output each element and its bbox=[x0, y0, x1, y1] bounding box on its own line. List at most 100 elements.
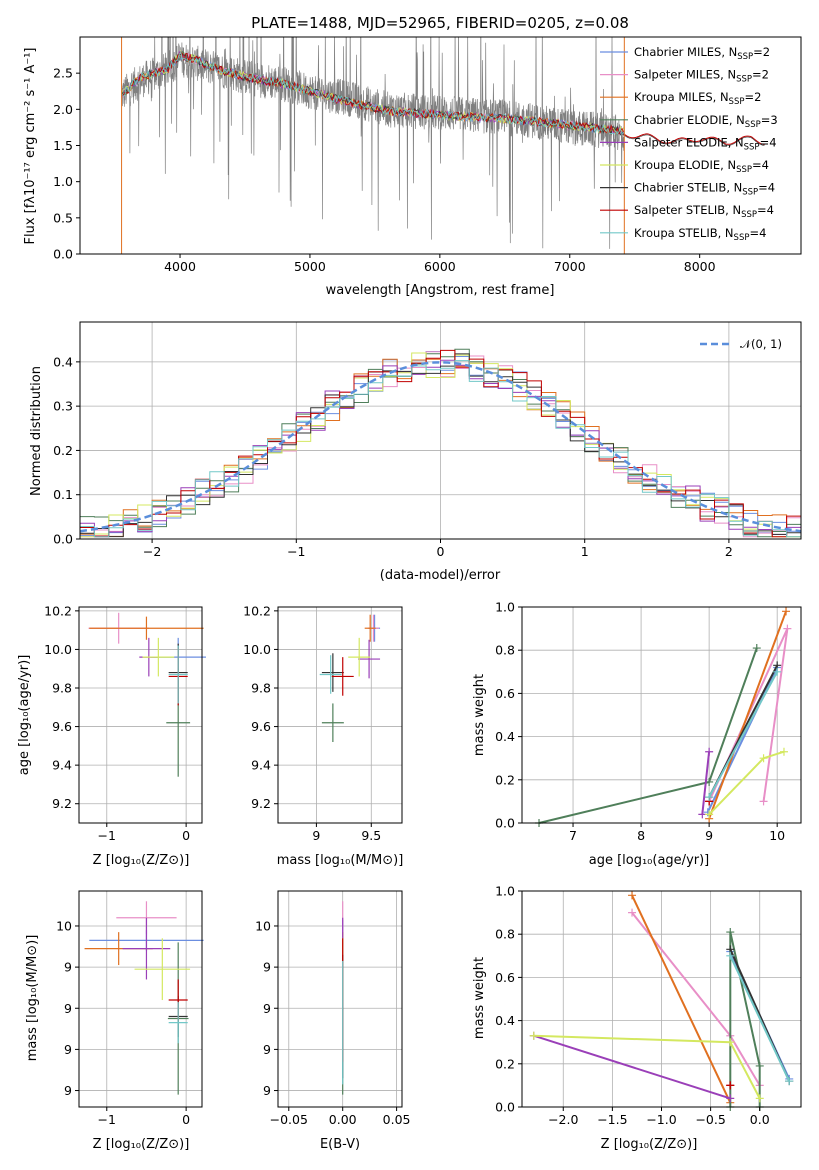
y-tick-label: 0.8 bbox=[495, 927, 515, 942]
y-tick-label: 0.4 bbox=[495, 729, 515, 744]
age-Z-xlabel: Z [log₁₀(Z/Z⊙)] bbox=[93, 853, 190, 868]
legend-label: Salpeter ELODIE, NSSP=4 bbox=[634, 135, 777, 152]
y-tick-label: 0.6 bbox=[495, 686, 515, 701]
x-tick-label: 0 bbox=[437, 544, 445, 559]
normal-legend-label: 𝒩(0, 1) bbox=[740, 337, 782, 351]
y-tick-label: 1.0 bbox=[53, 174, 73, 189]
age-vs-mass-panel: 9 9.5 9.2 9.4 9.6 9.8 10.0 10.2 mass [log₁₀(M/M… bbox=[243, 603, 403, 868]
weight-point-marker bbox=[759, 754, 768, 763]
y-tick-label: 9.2 bbox=[52, 796, 72, 811]
age-mass-xlabel: mass [log₁₀(M/M⊙)] bbox=[277, 853, 404, 868]
y-tick-label: 9.4 bbox=[52, 758, 72, 773]
x-tick-label: 8000 bbox=[684, 259, 716, 274]
histogram-step bbox=[80, 353, 801, 538]
x-tick-label: 0.00 bbox=[329, 1112, 357, 1127]
x-tick-label: 9 bbox=[705, 828, 713, 843]
weight-point-marker bbox=[726, 951, 735, 960]
legend-label: Kroupa ELODIE, NSSP=4 bbox=[634, 158, 769, 175]
y-tick-label: 9.4 bbox=[251, 758, 271, 773]
mass-Z-ylabel: mass [log₁₀(M/M⊙)] bbox=[25, 935, 40, 1062]
x-tick-label: −1 bbox=[98, 828, 116, 843]
weight-series-line bbox=[729, 931, 761, 1107]
plot-frame bbox=[78, 606, 203, 824]
histogram-traces bbox=[80, 348, 801, 538]
weight-series-line bbox=[533, 1034, 761, 1099]
y-tick-label: 0.4 bbox=[53, 354, 73, 369]
weight-Z-ylabel: mass weight bbox=[472, 957, 487, 1039]
y-tick-label: 9 bbox=[263, 1083, 271, 1098]
x-tick-label: 0.0 bbox=[750, 1112, 770, 1127]
plot-frame bbox=[277, 890, 403, 1108]
mass-EBV-xlabel: E(B-V) bbox=[320, 1137, 360, 1152]
x-tick-label: 0.05 bbox=[383, 1112, 411, 1127]
x-tick-label: 7000 bbox=[554, 259, 586, 274]
y-tick-label: 10.2 bbox=[243, 603, 271, 618]
y-tick-label: 0.0 bbox=[53, 532, 73, 547]
legend-label: Kroupa STELIB, NSSP=4 bbox=[634, 226, 766, 243]
weight-point-marker bbox=[726, 928, 735, 937]
normal-curve bbox=[80, 361, 801, 533]
mass-weight-vs-age-panel: 7 8 9 10 0.0 0.2 0.4 0.6 0.8 1.0 age [log₁₀(age/y… bbox=[472, 600, 802, 868]
weight-point-marker bbox=[529, 1031, 538, 1040]
spectrum-xlabel: wavelength [Angstrom, rest frame] bbox=[326, 283, 555, 298]
histogram-step bbox=[80, 359, 801, 538]
age-vs-Z-panel: −1 09.29.49.69.810.010.2 Z [log₁₀(Z/Z⊙)] … bbox=[17, 603, 206, 868]
y-tick-label: 10.0 bbox=[243, 642, 271, 657]
y-tick-label: 10 bbox=[255, 918, 271, 933]
spectrum-legend: Chabrier MILES, NSSP=2 Salpeter MILES, NS… bbox=[600, 45, 778, 243]
x-tick-label: 2 bbox=[725, 544, 733, 559]
legend-label: Salpeter STELIB, NSSP=4 bbox=[634, 203, 774, 220]
weight-series-line bbox=[708, 750, 785, 816]
y-tick-label: 0.2 bbox=[53, 443, 73, 458]
weight-series-line bbox=[701, 751, 711, 815]
y-tick-label: 9 bbox=[64, 1042, 72, 1057]
y-tick-label: 1.0 bbox=[495, 884, 515, 899]
weight-point-marker bbox=[752, 644, 761, 653]
y-tick-label: 0.5 bbox=[53, 210, 73, 225]
x-tick-label: −1 bbox=[287, 544, 305, 559]
observed-spectrum-line bbox=[121, 37, 625, 249]
weight-point-marker bbox=[779, 747, 788, 756]
y-tick-label: 0.1 bbox=[53, 487, 73, 502]
weight-series-line bbox=[729, 955, 791, 1082]
x-tick-label: 1 bbox=[581, 544, 589, 559]
y-tick-label: 9 bbox=[64, 1001, 72, 1016]
x-tick-label: 6000 bbox=[424, 259, 456, 274]
weight-point-marker bbox=[705, 793, 714, 802]
y-tick-label: 9 bbox=[263, 1042, 271, 1057]
weight-series-line bbox=[631, 911, 761, 1086]
y-tick-label: 0.6 bbox=[495, 970, 515, 985]
y-tick-label: 0.8 bbox=[495, 643, 515, 658]
plot-frame bbox=[277, 606, 403, 824]
x-tick-label: 7 bbox=[569, 828, 577, 843]
y-tick-label: 0.2 bbox=[495, 1056, 515, 1071]
y-tick-label: 0.0 bbox=[495, 1100, 515, 1115]
plot-frame bbox=[78, 890, 203, 1108]
x-tick-label: −0.05 bbox=[270, 1112, 308, 1127]
mass-Z-xlabel: Z [log₁₀(Z/Z⊙)] bbox=[93, 1137, 190, 1152]
x-tick-label: 9.5 bbox=[361, 828, 381, 843]
x-tick-label: −2 bbox=[143, 544, 161, 559]
y-tick-label: 9.6 bbox=[251, 719, 271, 734]
figure-title: PLATE=1488, MJD=52965, FIBERID=0205, z=0… bbox=[251, 14, 629, 32]
histogram-ylabel: Normed distribution bbox=[29, 366, 44, 496]
weight-series-line bbox=[708, 610, 787, 820]
weight-series-line bbox=[631, 894, 732, 1104]
weight-point-marker bbox=[628, 908, 637, 917]
y-tick-label: 10.0 bbox=[44, 642, 72, 657]
x-tick-label: 9 bbox=[312, 828, 320, 843]
model-tail-line bbox=[624, 134, 765, 146]
y-tick-label: 10.2 bbox=[44, 603, 72, 618]
y-tick-label: 2.5 bbox=[53, 66, 73, 81]
spectrum-panel: 4000 5000 6000 7000 8000 0.0 0.5 1.0 1.5 2.0 2.5 w… bbox=[23, 36, 802, 298]
weight-series-line bbox=[538, 647, 758, 824]
plot-frame bbox=[521, 606, 802, 824]
histogram-xlabel: (data-model)/error bbox=[380, 568, 501, 583]
y-tick-label: 0.4 bbox=[495, 1013, 515, 1028]
weight-point-marker bbox=[628, 891, 637, 900]
y-tick-label: 2.0 bbox=[53, 102, 73, 117]
weight-age-xlabel: age [log₁₀(age/yr)] bbox=[589, 853, 710, 868]
weight-age-ylabel: mass weight bbox=[472, 674, 487, 756]
x-tick-label: −1.5 bbox=[597, 1112, 627, 1127]
